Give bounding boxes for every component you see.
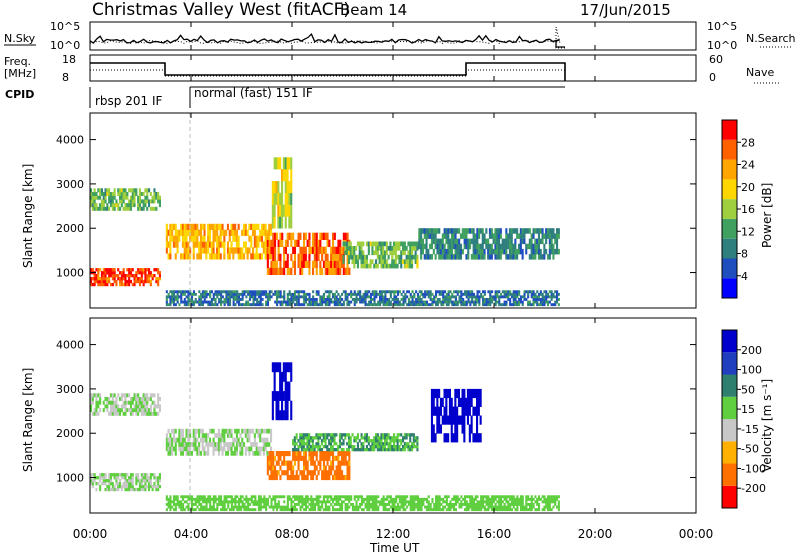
power-colorbar-swatch (722, 218, 737, 239)
power-colorbar-swatch (722, 238, 737, 259)
freq-tick-bottom: 8 (62, 71, 69, 84)
velocity-colorbar-label: Velocity [m s⁻¹] (760, 379, 774, 472)
ytick-label: 1000 (56, 267, 84, 280)
power-patch-5 (342, 241, 419, 269)
power-colorbar-label: Power [dB] (760, 183, 774, 248)
power-colorbar-swatch (722, 278, 737, 298)
velocity-colorbar-swatch (722, 330, 737, 353)
power-colorbar: 28 24 20 16 12 8 4 (721, 119, 755, 299)
velocity-colorbar-tick-label: 50 (741, 383, 755, 396)
nsearch-tick-bottom: 10^0 (707, 39, 737, 52)
ytick-label: 4000 (56, 339, 84, 352)
velocity-colorbar-swatch (722, 374, 737, 397)
velocity-colorbar-tick-label: 100 (741, 364, 762, 377)
nave-label: Nave (746, 66, 774, 79)
ytick-label: 2000 (56, 427, 84, 440)
velocity-colorbar-swatch (722, 419, 737, 442)
velocity-ylabel: Slant Range [km] (21, 368, 35, 472)
power-ylabel: Slant Range [km] (21, 164, 35, 268)
date-label: 17/Jun/2015 (580, 1, 671, 19)
nsky-tick-top: 10^5 (50, 20, 80, 33)
nave-tick-bottom: 0 (709, 71, 716, 84)
velocity-colorbar-tick-label: -200 (741, 482, 766, 495)
nsky-tick-bottom: 10^0 (50, 39, 80, 52)
cpid-segment-1: rbsp 201 IF (95, 94, 162, 108)
velocity-colorbar: 200 100 50 15 -15 -50 -100 -200 (721, 329, 766, 509)
power-colorbar-swatch (722, 120, 737, 140)
power-patch-6 (418, 228, 560, 260)
plot-title: Christmas Valley West (fitACF) (92, 0, 350, 20)
velocity-colorbar-swatch (722, 352, 737, 375)
ytick-label: 3000 (56, 383, 84, 396)
freq-trace (90, 62, 566, 81)
power-colorbar-swatch (722, 199, 737, 219)
velocity-colorbar-swatch (722, 463, 737, 486)
cpid-segment-2: normal (fast) 151 IF (194, 86, 313, 100)
velocity-colorbar-frame (721, 329, 738, 509)
ytick-label: 4000 (56, 134, 84, 147)
velocity-colorbar-swatch (722, 441, 737, 464)
velocity-colorbar-swatch (722, 485, 737, 509)
nsearch-label: N.Search (746, 32, 796, 45)
velocity-patch-6 (430, 388, 482, 443)
velocity-heatmap-panel (89, 317, 697, 514)
xtick-label: 20:00 (578, 527, 613, 541)
nsearch-tick-top: 10^5 (707, 20, 737, 33)
xtick-label: 04:00 (174, 527, 209, 541)
velocity-patch-0 (90, 473, 161, 492)
power-colorbar-tick-label: 12 (741, 225, 755, 238)
power-colorbar-swatch (722, 139, 737, 160)
ytick-label: 2000 (56, 222, 84, 235)
velocity-colorbar-swatch (722, 396, 737, 420)
power-colorbar-tick-label: 24 (741, 159, 755, 172)
freq-label-line2: [MHz] (4, 67, 36, 80)
xlabel: Time UT (369, 541, 420, 554)
power-patch-3 (266, 232, 351, 275)
power-colorbar-swatch (722, 179, 737, 200)
power-colorbar-swatch (722, 258, 737, 279)
velocity-colorbar-tick-label: 15 (741, 403, 755, 416)
nave-trace (90, 69, 565, 77)
ytick-label: 3000 (56, 178, 84, 191)
velocity-patch-3 (266, 451, 351, 481)
xtick-label: 08:00 (275, 527, 310, 541)
power-heatmap-panel (89, 112, 697, 309)
xtick-label: 12:00 (376, 527, 411, 541)
power-colorbar-tick-label: 4 (741, 270, 748, 283)
power-colorbar-tick-label: 8 (741, 248, 748, 261)
nsearch-trace (90, 26, 565, 49)
power-colorbar-tick-label: 16 (741, 203, 755, 216)
freq-label-line1: Freq. (4, 55, 31, 68)
velocity-patch-1 (90, 393, 161, 416)
power-patch-1 (90, 188, 161, 211)
velocity-patch-7 (165, 495, 560, 512)
velocity-colorbar-tick-label: 200 (741, 344, 762, 357)
power-colorbar-tick-label: 28 (741, 136, 755, 149)
power-colorbar-swatch (722, 159, 737, 180)
xtick-label: 16:00 (477, 527, 512, 541)
freq-tick-top: 18 (62, 53, 76, 66)
ytick-label: 1000 (56, 472, 84, 485)
velocity-patch-5 (292, 433, 419, 452)
nave-tick-top: 60 (709, 53, 723, 66)
xtick-label: 00:00 (73, 527, 108, 541)
beam-label: Beam 14 (340, 1, 407, 19)
nsky-label: N.Sky (4, 32, 36, 45)
velocity-colorbar-tick-label: -15 (741, 423, 759, 436)
xtick-label: 00:00 (679, 527, 714, 541)
power-patch-0 (90, 268, 161, 287)
power-patch-7 (165, 290, 560, 307)
velocity-colorbar-tick-label: -50 (741, 443, 759, 456)
velocity-patch-2 (165, 428, 273, 456)
velocity-colorbar-tick-label: -100 (741, 462, 766, 475)
velocity-patch-4 (271, 362, 293, 421)
power-colorbar-tick-label: 20 (741, 181, 755, 194)
cpid-label: CPID (5, 88, 34, 101)
power-patch-4 (271, 157, 293, 229)
